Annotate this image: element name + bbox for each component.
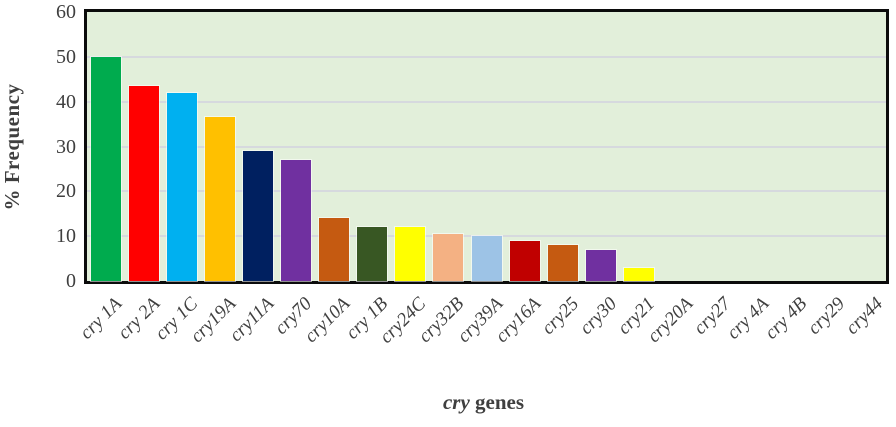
x-axis-title-rest: genes	[469, 390, 525, 414]
y-tick-10: 10	[56, 225, 76, 248]
gridline-40	[87, 100, 886, 103]
y-tick-60: 60	[56, 1, 76, 23]
bar-cry1C	[167, 93, 198, 281]
plot-area	[84, 9, 889, 284]
bar-cry25	[547, 245, 578, 281]
bar-cry24C	[395, 227, 426, 281]
gridline-30	[87, 145, 886, 148]
bar-cry32B	[433, 234, 464, 281]
bar-cry16A	[509, 241, 540, 281]
y-tick-20: 20	[56, 180, 76, 203]
x-axis-title: cry genes	[84, 390, 883, 415]
x-axis-title-italic: cry	[442, 390, 470, 414]
bar-cry70	[281, 160, 312, 281]
bar-cry1B	[357, 227, 388, 281]
bar-cry1A	[91, 57, 122, 281]
bar-cry30	[585, 250, 616, 281]
gridline-50	[87, 55, 886, 58]
bar-cry39A	[471, 236, 502, 281]
bar-cry21	[623, 268, 654, 281]
y-tick-40: 40	[56, 90, 76, 113]
bar-cry2A	[129, 86, 160, 281]
gridline-20	[87, 190, 886, 193]
bar-cry11A	[243, 151, 274, 281]
y-tick-0: 0	[66, 270, 76, 292]
bar-cry19A	[205, 117, 236, 281]
y-tick-30: 30	[56, 135, 76, 158]
bar-cry10A	[319, 218, 350, 281]
y-tick-50: 50	[56, 45, 76, 68]
